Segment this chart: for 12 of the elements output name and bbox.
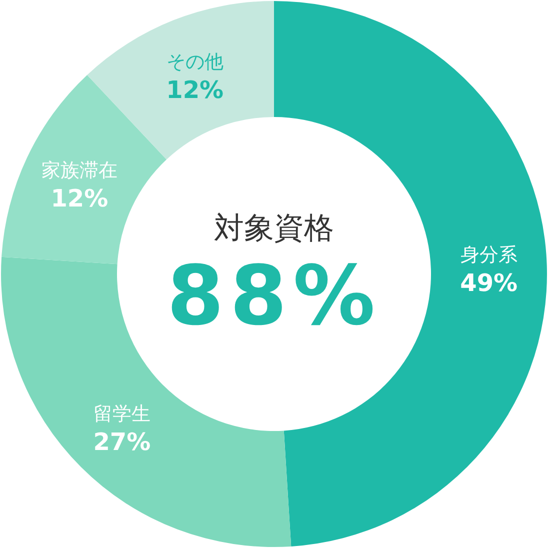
- donut-slice: [87, 1, 274, 160]
- text: 88%: [166, 249, 382, 344]
- data-label: 49%: [460, 269, 518, 298]
- data-label: 12%: [50, 184, 108, 212]
- text: 対象資格: [214, 211, 334, 246]
- slice-label: 留学生: [93, 403, 150, 426]
- data-label: 27%: [93, 428, 151, 456]
- slice-label: 家族滞在: [41, 159, 118, 182]
- data-label: 12%: [166, 76, 224, 104]
- slice-label: 身分系: [460, 244, 518, 266]
- slice-label: その他: [166, 51, 224, 74]
- donut-slice: [2, 74, 167, 264]
